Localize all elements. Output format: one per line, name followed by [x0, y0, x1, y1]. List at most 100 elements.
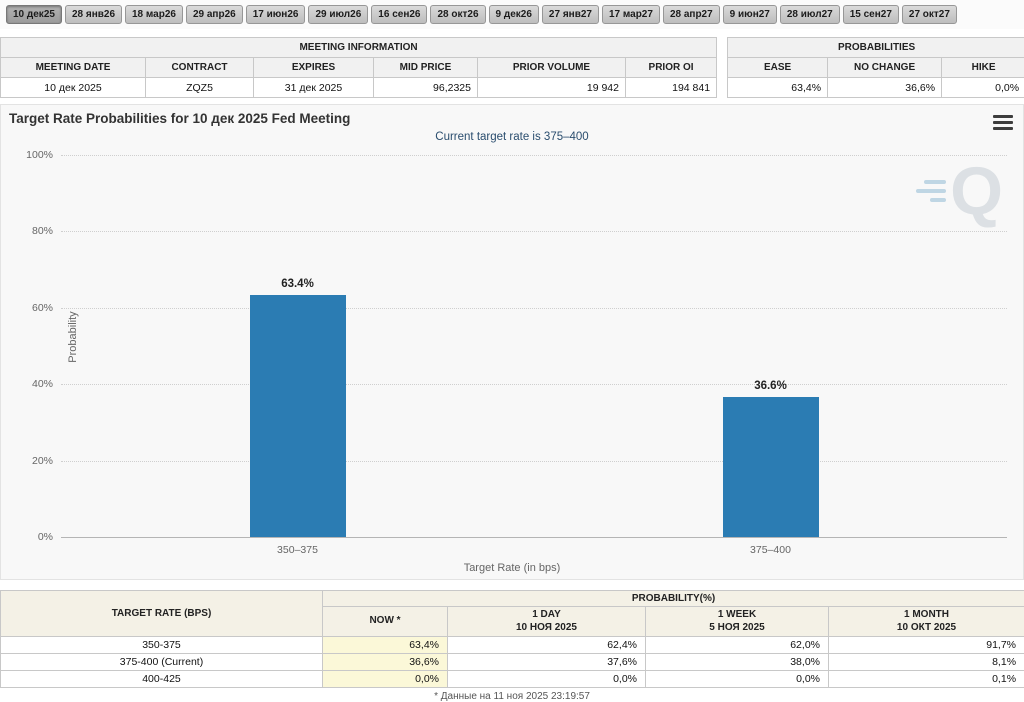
y-tick-label: 40%: [5, 378, 53, 390]
chart-header: Target Rate Probabilities for 10 дек 202…: [1, 105, 1023, 130]
meeting-tab-12[interactable]: 9 июн27: [723, 5, 777, 24]
meeting-info-col-header: EXPIRES: [254, 58, 374, 78]
meeting-tab-7[interactable]: 28 окт26: [430, 5, 485, 24]
meeting-info-col-header: PRIOR OI: [626, 58, 717, 78]
bar-1[interactable]: [723, 397, 819, 537]
bar-data-label: 36.6%: [723, 380, 819, 392]
probabilities-col-header: EASE: [728, 58, 828, 78]
y-tick-label: 100%: [5, 149, 53, 161]
history-rate: 350-375: [1, 637, 323, 654]
fed-meeting-chart: Target Rate Probabilities for 10 дек 202…: [0, 104, 1024, 580]
history-row: 375-400 (Current)36,6%37,6%38,0%8,1%: [1, 654, 1024, 671]
history-value: 0,0%: [323, 671, 448, 688]
history-col-date: 10 ОКТ 2025: [830, 622, 1023, 635]
history-col-label: NOW *: [324, 615, 446, 628]
history-value: 62,4%: [448, 637, 646, 654]
meeting-tab-9[interactable]: 27 янв27: [542, 5, 599, 24]
history-value: 37,6%: [448, 654, 646, 671]
y-tick-label: 20%: [5, 455, 53, 467]
footer-timestamp-note: * Данные на 11 ноя 2025 23:19:57: [0, 691, 1024, 702]
probability-group-header: PROBABILITY(%): [323, 591, 1024, 607]
gridline-20: [61, 461, 1007, 462]
meeting-info-col-header: CONTRACT: [146, 58, 254, 78]
meeting-tab-15[interactable]: 27 окт27: [902, 5, 957, 24]
x-tick-label: 350–375: [238, 544, 358, 556]
probabilities-value: 0,0%: [942, 78, 1024, 98]
history-value: 0,1%: [829, 671, 1024, 688]
gridline-60: [61, 308, 1007, 309]
history-value: 8,1%: [829, 654, 1024, 671]
probabilities-data-row: 63,4%36,6%0,0%: [728, 78, 1024, 98]
probabilities-value: 36,6%: [828, 78, 942, 98]
history-value: 63,4%: [323, 637, 448, 654]
meeting-info-value: 96,2325: [374, 78, 478, 98]
history-col-date: 10 НОЯ 2025: [449, 622, 644, 635]
chart-title: Target Rate Probabilities for 10 дек 202…: [9, 111, 350, 126]
meeting-info-value: 194 841: [626, 78, 717, 98]
meeting-tab-14[interactable]: 15 сен27: [843, 5, 899, 24]
meeting-tab-10[interactable]: 17 мар27: [602, 5, 660, 24]
meeting-info-col-header: PRIOR VOLUME: [478, 58, 626, 78]
gridline-40: [61, 384, 1007, 385]
provider-logo-watermark: Q: [916, 161, 1003, 221]
y-tick-label: 60%: [5, 302, 53, 314]
meeting-tab-4[interactable]: 17 июн26: [246, 5, 306, 24]
history-rate: 400-425: [1, 671, 323, 688]
plot-area: Probability Q 0%20%40%60%80%100%63.4%350…: [61, 155, 1007, 537]
gridline-0: [61, 537, 1007, 538]
target-rate-bps-header: TARGET RATE (BPS): [1, 591, 323, 637]
probabilities-value: 63,4%: [728, 78, 828, 98]
meeting-info-col-header: MID PRICE: [374, 58, 478, 78]
gridline-100: [61, 155, 1007, 156]
history-value: 62,0%: [646, 637, 829, 654]
meeting-tab-8[interactable]: 9 дек26: [489, 5, 539, 24]
meeting-info-value: ZQZ5: [146, 78, 254, 98]
meeting-tab-2[interactable]: 18 мар26: [125, 5, 183, 24]
chart-subtitle: Current target rate is 375–400: [1, 131, 1023, 143]
bar-0[interactable]: [250, 295, 346, 537]
history-rate: 375-400 (Current): [1, 654, 323, 671]
bar-data-label: 63.4%: [250, 278, 346, 290]
meeting-tab-1[interactable]: 28 янв26: [65, 5, 122, 24]
probabilities-col-header: NO CHANGE: [828, 58, 942, 78]
probabilities-col-header: HIKE: [942, 58, 1024, 78]
meeting-tab-11[interactable]: 28 апр27: [663, 5, 720, 24]
x-axis-title: Target Rate (in bps): [1, 562, 1023, 574]
history-col-label: 1 DAY: [449, 609, 644, 622]
meeting-info-col-header: MEETING DATE: [1, 58, 146, 78]
history-value: 0,0%: [448, 671, 646, 688]
meeting-tab-5[interactable]: 29 июл26: [308, 5, 368, 24]
meeting-info-value: 19 942: [478, 78, 626, 98]
y-tick-label: 80%: [5, 225, 53, 237]
probability-history-table: TARGET RATE (BPS) PROBABILITY(%) NOW *1 …: [0, 590, 1024, 688]
meeting-tab-6[interactable]: 16 сен26: [371, 5, 427, 24]
logo-q-icon: Q: [950, 161, 1003, 221]
meeting-tab-0[interactable]: 10 дек25: [6, 5, 62, 24]
history-value: 91,7%: [829, 637, 1024, 654]
history-value: 38,0%: [646, 654, 829, 671]
y-tick-label: 0%: [5, 531, 53, 543]
probabilities-title: PROBABILITIES: [728, 38, 1024, 58]
history-col-label: 1 WEEK: [647, 609, 827, 622]
history-col-header-0: NOW *: [323, 607, 448, 637]
meeting-information-title: MEETING INFORMATION: [1, 38, 717, 58]
meeting-info-value: 31 дек 2025: [254, 78, 374, 98]
history-value: 0,0%: [646, 671, 829, 688]
chart-menu-icon[interactable]: [993, 111, 1013, 130]
gridline-80: [61, 231, 1007, 232]
meeting-info-value: 10 дек 2025: [1, 78, 146, 98]
meeting-tab-13[interactable]: 28 июл27: [780, 5, 840, 24]
meeting-tab-3[interactable]: 29 апр26: [186, 5, 243, 24]
